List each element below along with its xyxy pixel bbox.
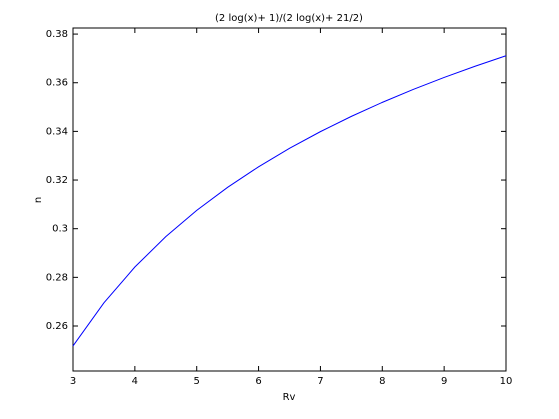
y-tick-label: 0.3	[52, 224, 68, 235]
x-tick-label: 4	[132, 376, 138, 387]
x-tick-label: 7	[317, 376, 323, 387]
data-line	[72, 55, 507, 347]
y-tick-label: 0.36	[46, 78, 68, 89]
x-tick-label: 6	[255, 376, 261, 387]
x-tick-label: 9	[441, 376, 447, 387]
plot-frame	[72, 27, 507, 372]
x-tick-label: 3	[70, 376, 76, 387]
x-tick-label: 8	[379, 376, 385, 387]
y-axis-label: n	[33, 197, 44, 203]
x-tick-label: 10	[500, 376, 513, 387]
chart-title: (2 log(x)+ 1)/(2 log(x)+ 21/2)	[215, 13, 363, 24]
x-axis-label: Rv	[283, 392, 296, 403]
y-tick-label: 0.26	[46, 321, 68, 332]
y-tick-label: 0.28	[46, 272, 68, 283]
x-tick-label: 5	[194, 376, 200, 387]
y-tick-label: 0.34	[46, 126, 68, 137]
y-tick-label: 0.32	[46, 175, 68, 186]
y-tick-label: 0.38	[46, 29, 68, 40]
